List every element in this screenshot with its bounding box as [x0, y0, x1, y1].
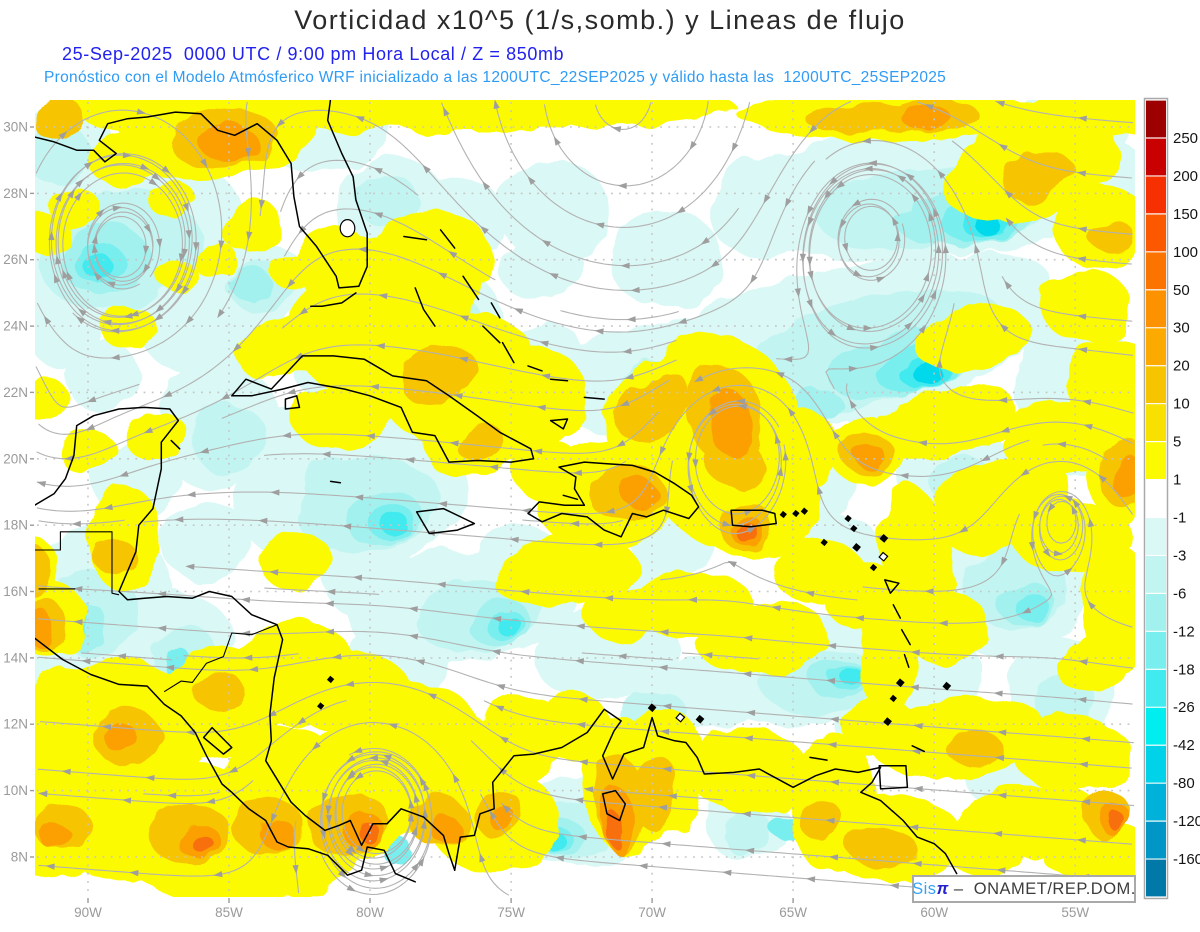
- colorbar-label-50: 50: [1173, 282, 1190, 299]
- lon-label-70W: 70W: [638, 905, 666, 920]
- colorbar-label--160: -160: [1173, 851, 1200, 868]
- colorbar-label--12: -12: [1173, 623, 1195, 640]
- model-init-subtitle: Pronóstico con el Modelo Atmósferico WRF…: [44, 69, 946, 87]
- lat-label-18N: 18N: [3, 518, 28, 533]
- colorbar-label-20: 20: [1173, 358, 1190, 375]
- lat-label-10N: 10N: [3, 783, 28, 798]
- lon-label-55W: 55W: [1061, 905, 1089, 920]
- lon-label-90W: 90W: [74, 905, 102, 920]
- attribution-pi-logo: π: [937, 880, 949, 899]
- lon-label-85W: 85W: [215, 905, 243, 920]
- colorbar-label-100: 100: [1173, 244, 1198, 261]
- colorbar-label--26: -26: [1173, 699, 1195, 716]
- colorbar-label--120: -120: [1173, 813, 1200, 830]
- colorbar-label-150: 150: [1173, 206, 1198, 223]
- colorbar-label--42: -42: [1173, 737, 1195, 754]
- colorbar-label-30: 30: [1173, 320, 1190, 337]
- lon-label-60W: 60W: [920, 905, 948, 920]
- page-title: Vorticidad x10^5 (1/s,somb.) y Lineas de…: [0, 5, 1200, 36]
- lat-label-26N: 26N: [3, 252, 28, 267]
- lat-label-8N: 8N: [11, 850, 28, 865]
- attribution-text: – ONAMET/REP.DOM.: [949, 880, 1136, 899]
- lon-label-75W: 75W: [497, 905, 525, 920]
- colorbar-label-250: 250: [1173, 130, 1198, 147]
- vorticity-shading: [0, 77, 1160, 907]
- colorbar-label-200: 200: [1173, 168, 1198, 185]
- valid-time-subtitle: 25-Sep-2025 0000 UTC / 9:00 pm Hora Loca…: [62, 44, 564, 65]
- lat-label-24N: 24N: [3, 319, 28, 334]
- lat-label-14N: 14N: [3, 650, 28, 665]
- colorbar-label--80: -80: [1173, 775, 1195, 792]
- lat-label-20N: 20N: [3, 451, 28, 466]
- lat-label-22N: 22N: [3, 385, 28, 400]
- colorbar-label--18: -18: [1173, 661, 1195, 678]
- lat-label-30N: 30N: [3, 120, 28, 135]
- lat-label-28N: 28N: [3, 186, 28, 201]
- colorbar-label--3: -3: [1173, 547, 1186, 564]
- lon-label-80W: 80W: [356, 905, 384, 920]
- attribution-sis: Sis: [912, 880, 936, 899]
- colorbar-label-10: 10: [1173, 396, 1190, 413]
- colorbar-label-5: 5: [1173, 434, 1181, 451]
- lake-okeechobee: [340, 220, 355, 237]
- colorbar-label--1: -1: [1173, 510, 1186, 527]
- colorbar-label--6: -6: [1173, 585, 1186, 602]
- lat-label-16N: 16N: [3, 584, 28, 599]
- colorbar-label-1: 1: [1173, 472, 1181, 489]
- lon-label-65W: 65W: [779, 905, 807, 920]
- lat-label-12N: 12N: [3, 717, 28, 732]
